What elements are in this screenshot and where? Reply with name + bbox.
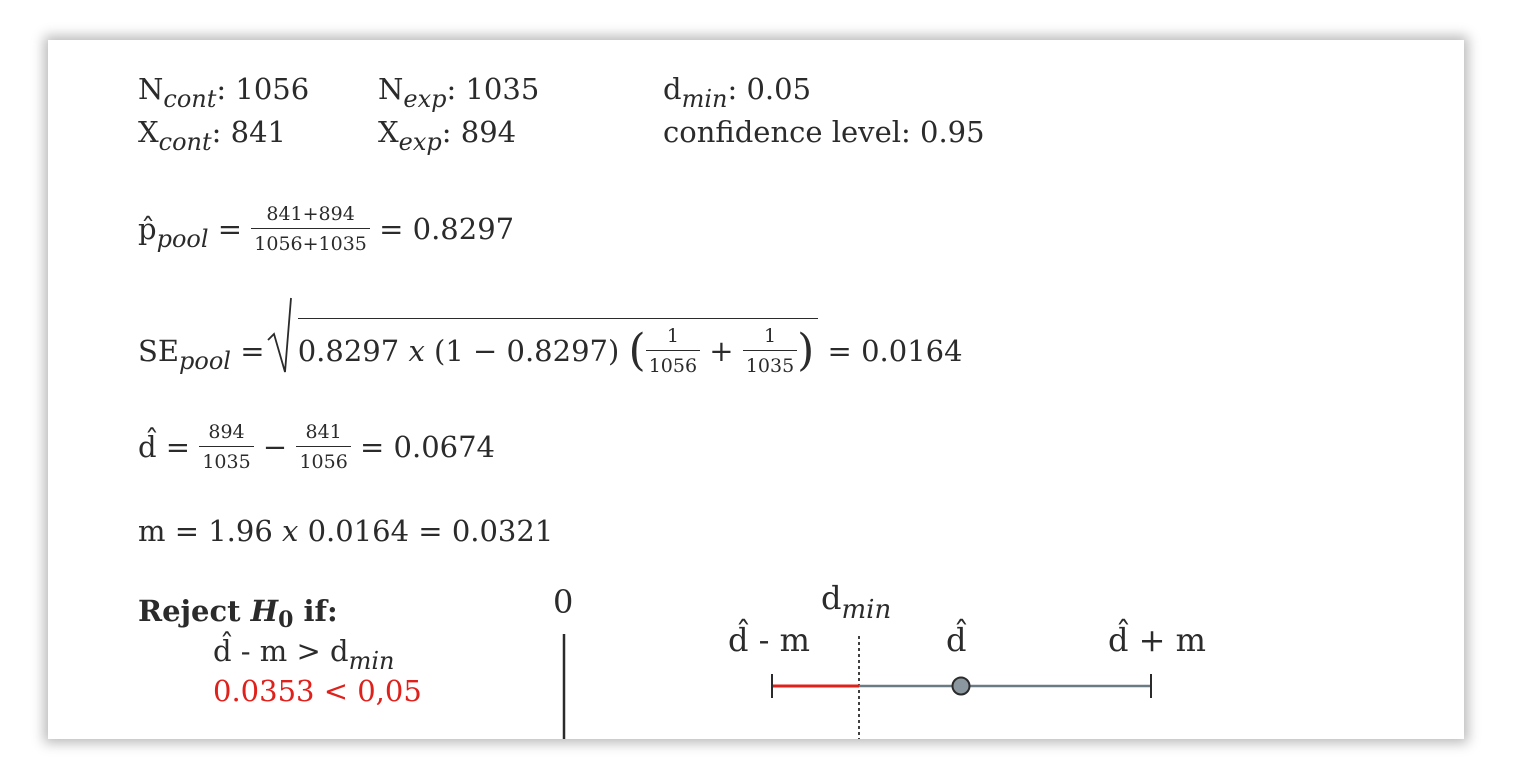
confidence-param: confidence level: 0.95 [663,115,985,149]
d-hat-formula: d̂ = 894 1035 − 841 1056 = 0.0674 [138,421,496,473]
square-root-sign [267,297,292,373]
pool-fraction: 841+894 1056+1035 [251,203,370,255]
reject-check-result: 0.0353 < 0,05 [213,674,422,708]
point-estimate-label: d̂ [946,621,967,659]
x-exp-param: Xexp: 894 [378,115,517,156]
upper-bound-label: d̂ + m [1108,621,1206,659]
interval-diagram [562,634,1152,739]
pooled-proportion-formula: p̂pool = 841+894 1056+1035 = 0.8297 [138,203,515,255]
reject-condition: d̂ - m > dmin [213,634,395,675]
d-hat-point [951,676,971,696]
n-exp-param: Nexp: 1035 [378,72,540,113]
x-cont-param: Xcont: 841 [138,115,286,156]
lower-bound-label: d̂ - m [728,621,810,659]
content-card: Ncont: 1056 Xcont: 841 Nexp: 1035 Xexp: … [48,40,1464,739]
n-cont-param: Ncont: 1056 [138,72,310,113]
dmin-param: dmin: 0.05 [663,72,812,113]
margin-formula: m = 1.96 x 0.0164 = 0.0321 [138,514,554,548]
reject-heading: Reject H0 if: [138,594,338,633]
dmin-label: dmin [821,579,892,625]
radical-content: 0.8297 x (1 − 0.8297) (1 1056 + 1 1035) [297,318,819,379]
standard-error-formula: SEpool = 0.8297 x (1 − 0.8297) (1 1056 + … [138,318,963,379]
zero-label: 0 [553,583,574,621]
